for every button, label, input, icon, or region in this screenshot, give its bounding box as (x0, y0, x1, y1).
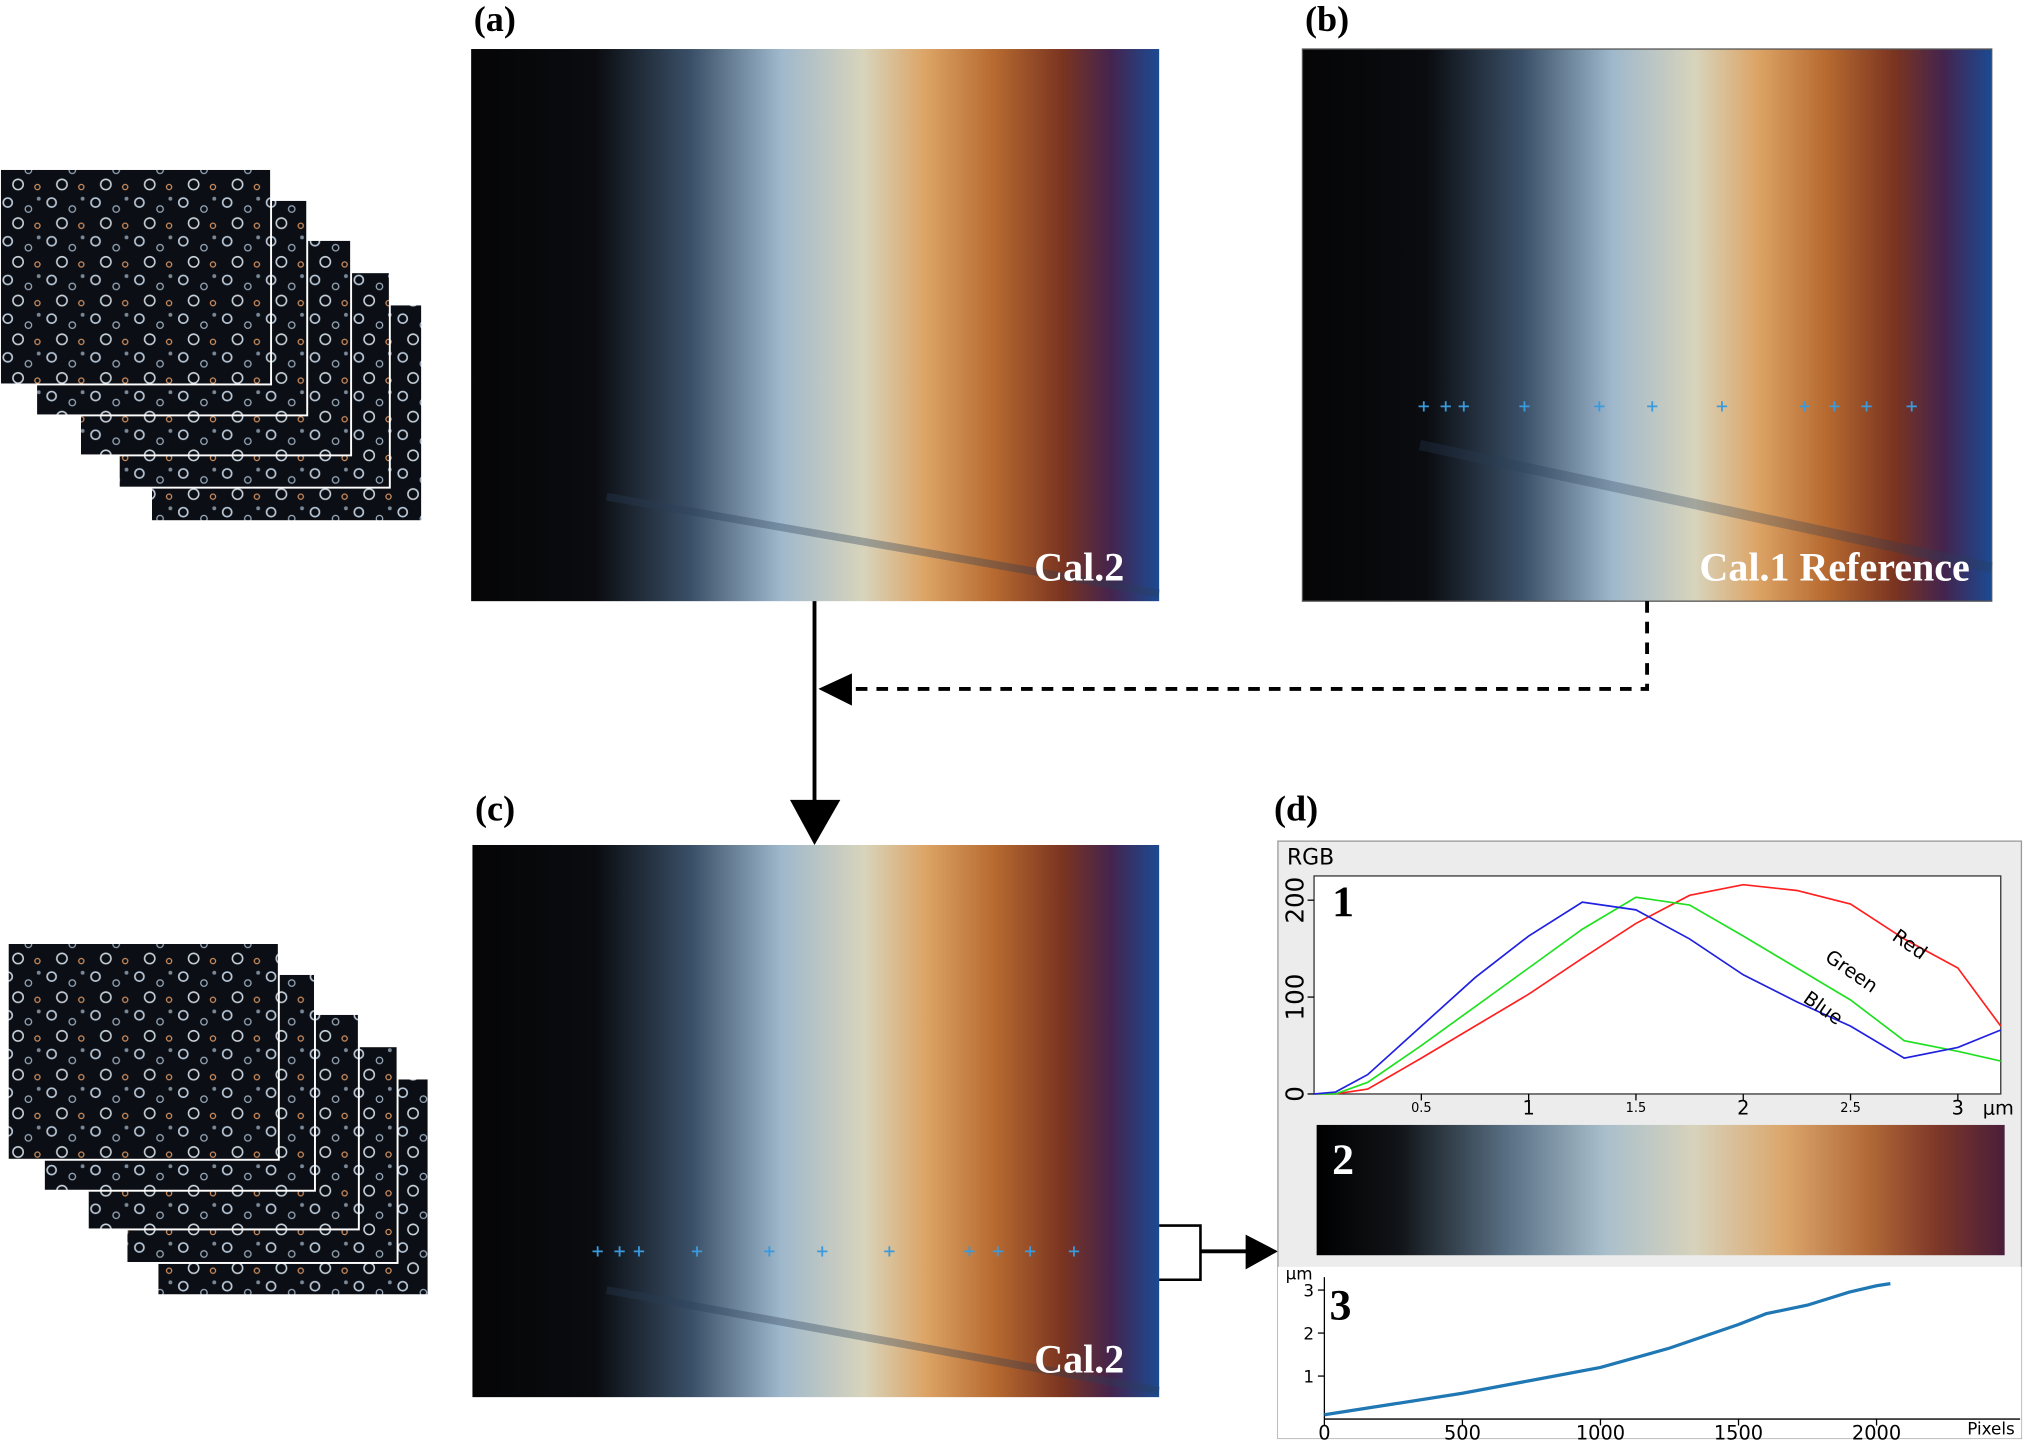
scratch (1418, 440, 1993, 573)
cross (1068, 1246, 1080, 1257)
x-axis-label: μm (1983, 1097, 2014, 1120)
y-tick-label: 2 (1303, 1324, 1314, 1344)
x-tick-label: 500 (1444, 1422, 1481, 1441)
cross (614, 1246, 625, 1257)
y-tick-label: 1 (1303, 1367, 1314, 1387)
y-tick-label: 0 (1281, 1086, 1310, 1102)
y-tick-label: 200 (1281, 877, 1310, 924)
data-line (1324, 1282, 1891, 1417)
x-tick-label: 1000 (1576, 1422, 1625, 1441)
cross (1906, 401, 1917, 412)
cross (1418, 401, 1429, 412)
marker-crosses (592, 401, 1917, 1257)
cross (992, 1246, 1003, 1257)
chart-title: RGB (1287, 845, 1334, 870)
subpanel-number: 1 (1332, 878, 1354, 926)
caption: Cal.1 Reference (1699, 545, 1969, 590)
y-tick-label: 100 (1281, 974, 1310, 1021)
panel-label: (b) (1305, 0, 1349, 39)
panel-label: (a) (474, 0, 516, 39)
x-tick-label: 2 (1737, 1097, 1749, 1120)
x-tick-label: 1500 (1714, 1422, 1763, 1441)
cross (817, 1246, 828, 1257)
x-tick-label: 2.5 (1840, 1101, 1861, 1116)
x-tick-label: 1 (1522, 1097, 1534, 1120)
cross (1861, 401, 1872, 412)
cross (633, 1246, 645, 1257)
scratch (605, 1286, 1160, 1395)
scratch (606, 492, 1160, 598)
cross (1024, 1246, 1036, 1257)
image-stack-top (0, 168, 424, 523)
cross (964, 1246, 975, 1257)
cross (1594, 401, 1605, 412)
cross (1440, 401, 1451, 412)
y-tick-label: 3 (1303, 1281, 1314, 1301)
calibration-image-b (1301, 48, 1993, 602)
cross (691, 1246, 703, 1257)
cross (764, 1246, 775, 1257)
color-strip (1316, 1124, 2005, 1256)
cross (592, 1246, 603, 1257)
cross (1799, 401, 1810, 412)
calibration-image-a (471, 49, 1160, 602)
cross (1647, 401, 1658, 412)
arrows (789, 601, 1650, 1282)
caption: Cal.2 (1034, 545, 1124, 590)
cross (1519, 401, 1530, 412)
x-tick-label: 1.5 (1626, 1101, 1647, 1116)
x-axis-label: Pixels (1967, 1419, 2015, 1439)
panel-label: (d) (1274, 788, 1318, 828)
cross (1716, 401, 1728, 412)
cross (1458, 401, 1469, 412)
cross (1829, 401, 1840, 412)
data-line (1313, 901, 2002, 1095)
y-axis-label: μm (1286, 1264, 1313, 1284)
caption: Cal.2 (1034, 1337, 1124, 1382)
calibration-image-c (472, 844, 1160, 1398)
x-tick-label: 2000 (1852, 1422, 1901, 1441)
data-line (1314, 896, 2001, 1095)
x-tick-label: 0.5 (1411, 1101, 1432, 1116)
image-stack-bottom (6, 942, 430, 1297)
panel-label: (c) (475, 788, 515, 828)
subpanel-number: 3 (1330, 1282, 1352, 1330)
subpanel-number: 2 (1332, 1136, 1354, 1184)
data-line (1314, 883, 2002, 1095)
x-tick-label: 0 (1318, 1422, 1330, 1441)
x-tick-label: 3 (1952, 1097, 1964, 1120)
cross (884, 1246, 895, 1257)
